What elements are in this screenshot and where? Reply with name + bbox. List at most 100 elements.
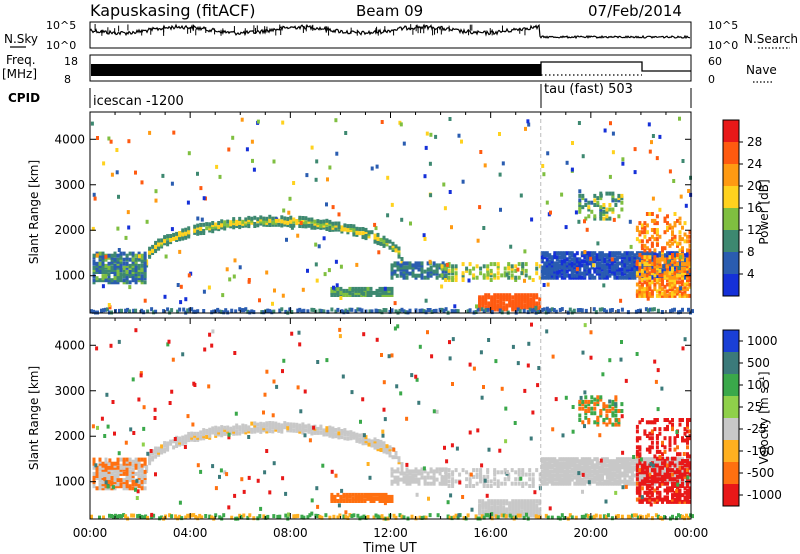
data-cell [635,457,639,462]
data-cell [618,475,622,480]
data-cell [396,261,400,266]
data-cell [150,512,154,517]
data-cell [399,263,403,268]
data-cell [479,472,483,477]
data-cell [553,473,557,478]
data-cell [590,399,594,404]
data-cell [334,434,338,439]
data-cell [496,505,500,510]
data-cell [310,307,314,312]
data-cell [467,278,471,283]
data-cell [676,287,679,292]
data-cell [447,472,451,477]
data-cell [630,481,634,486]
data-cell [610,253,614,258]
data-cell [116,263,120,268]
data-cell [143,459,147,464]
data-cell [137,474,141,478]
data-cell [95,486,99,491]
data-cell [503,271,507,276]
data-cell [558,479,562,484]
data-cell [117,194,120,199]
data-cell [526,293,530,298]
data-cell [397,458,401,463]
data-cell [683,516,686,521]
data-cell [116,457,120,462]
data-cell [615,457,619,462]
data-cell [620,340,623,344]
data-cell [638,420,642,425]
data-cell [373,237,377,242]
data-cell [630,477,634,482]
data-cell [137,251,141,256]
data-cell [590,477,594,482]
data-cell [635,352,639,356]
data-cell [432,479,436,484]
data-cell [447,262,451,267]
data-cell [307,219,311,224]
data-cell [525,512,528,517]
data-cell [358,439,362,444]
data-cell [297,330,301,335]
data-cell [244,424,248,429]
data-cell [456,515,460,520]
data-cell [530,217,534,222]
data-cell [625,257,629,262]
data-cell [681,477,684,482]
data-cell [450,516,454,521]
data-cell [628,219,632,224]
data-cell [648,472,652,477]
data-cell [440,479,444,484]
data-cell [560,259,564,264]
data-cell [238,307,242,312]
data-cell [608,308,612,313]
data-cell [428,259,432,264]
data-cell [563,273,567,278]
data-cell [440,284,444,289]
data-cell [653,468,657,473]
data-cell [175,236,179,240]
data-cell [681,237,684,242]
data-cell [461,468,465,473]
data-cell [345,293,349,297]
data-cell [405,265,409,270]
data-cell [658,262,662,267]
data-cell [330,293,334,297]
data-cell [432,475,436,480]
data-cell [385,450,389,455]
data-cell [548,471,552,476]
data-cell [678,257,682,262]
data-cell [681,257,684,262]
data-cell [166,443,170,448]
data-cell [253,222,257,226]
data-cell [429,269,433,274]
data-cell [573,261,577,266]
data-cell [211,329,215,334]
data-cell [172,439,176,444]
data-cell [521,470,525,475]
data-cell [612,217,616,222]
data-cell [92,265,96,270]
data-cell [157,448,161,453]
data-cell [648,457,652,462]
data-cell [649,502,653,507]
data-cell [262,426,266,431]
data-cell [490,295,494,300]
data-cell [208,332,212,337]
data-cell [563,475,567,480]
data-cell [688,257,692,262]
data-cell [640,275,644,280]
data-cell [134,465,138,470]
data-cell [560,253,564,258]
data-cell [620,193,624,198]
data-cell [479,479,483,484]
data-cell [671,493,674,498]
data-cell [550,265,554,270]
data-cell [526,303,530,308]
data-cell [678,497,682,502]
data-cell [478,295,482,300]
data-cell [633,457,637,462]
data-cell [644,514,648,519]
colorbar-segment [723,186,739,208]
data-cell [275,218,278,223]
